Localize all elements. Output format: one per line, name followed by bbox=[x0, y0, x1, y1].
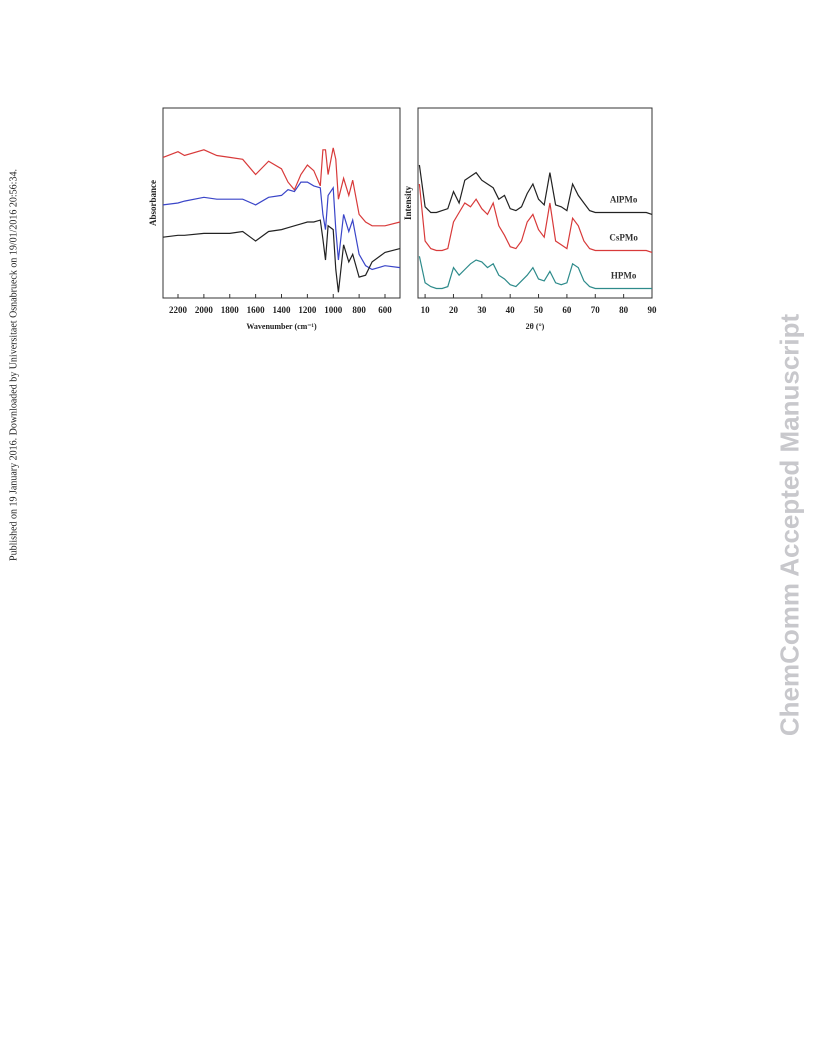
data-line bbox=[162, 147, 401, 227]
x-tick-label: 1800 bbox=[221, 305, 240, 315]
data-line bbox=[162, 181, 401, 271]
x-tick-label: 1200 bbox=[298, 305, 317, 315]
x-axis-label: Wavenumber (cm⁻¹) bbox=[246, 322, 317, 331]
x-tick-label: 600 bbox=[378, 305, 392, 315]
x-tick-label: 20 bbox=[449, 305, 459, 315]
x-axis-label: 2θ (°) bbox=[526, 322, 545, 331]
x-tick-label: 10 bbox=[421, 305, 431, 315]
series-label: HPMo bbox=[611, 271, 637, 281]
data-line bbox=[418, 164, 653, 215]
y-axis-label: Intensity bbox=[403, 186, 413, 221]
x-tick-label: 1000 bbox=[324, 305, 343, 315]
x-tick-label: 70 bbox=[591, 305, 601, 315]
series-label: CsPMo bbox=[609, 233, 638, 243]
data-line bbox=[418, 183, 653, 253]
x-tick-label: 60 bbox=[562, 305, 572, 315]
x-tick-label: 80 bbox=[619, 305, 629, 315]
x-tick-label: 800 bbox=[352, 305, 366, 315]
data-line bbox=[418, 256, 652, 290]
x-tick-label: 2200 bbox=[169, 305, 188, 315]
data-line bbox=[162, 219, 401, 293]
x-tick-label: 40 bbox=[506, 305, 516, 315]
plot-frame bbox=[162, 107, 401, 299]
x-tick-label: 2000 bbox=[195, 305, 214, 315]
y-axis-label: Absorbance bbox=[148, 180, 158, 226]
plot-frame bbox=[417, 107, 653, 299]
series-label: AlPMo bbox=[610, 195, 638, 205]
x-tick-label: 1600 bbox=[247, 305, 266, 315]
x-tick-label: 90 bbox=[648, 305, 658, 315]
x-tick-label: 30 bbox=[477, 305, 487, 315]
x-tick-label: 50 bbox=[534, 305, 544, 315]
x-tick-label: 1400 bbox=[273, 305, 292, 315]
